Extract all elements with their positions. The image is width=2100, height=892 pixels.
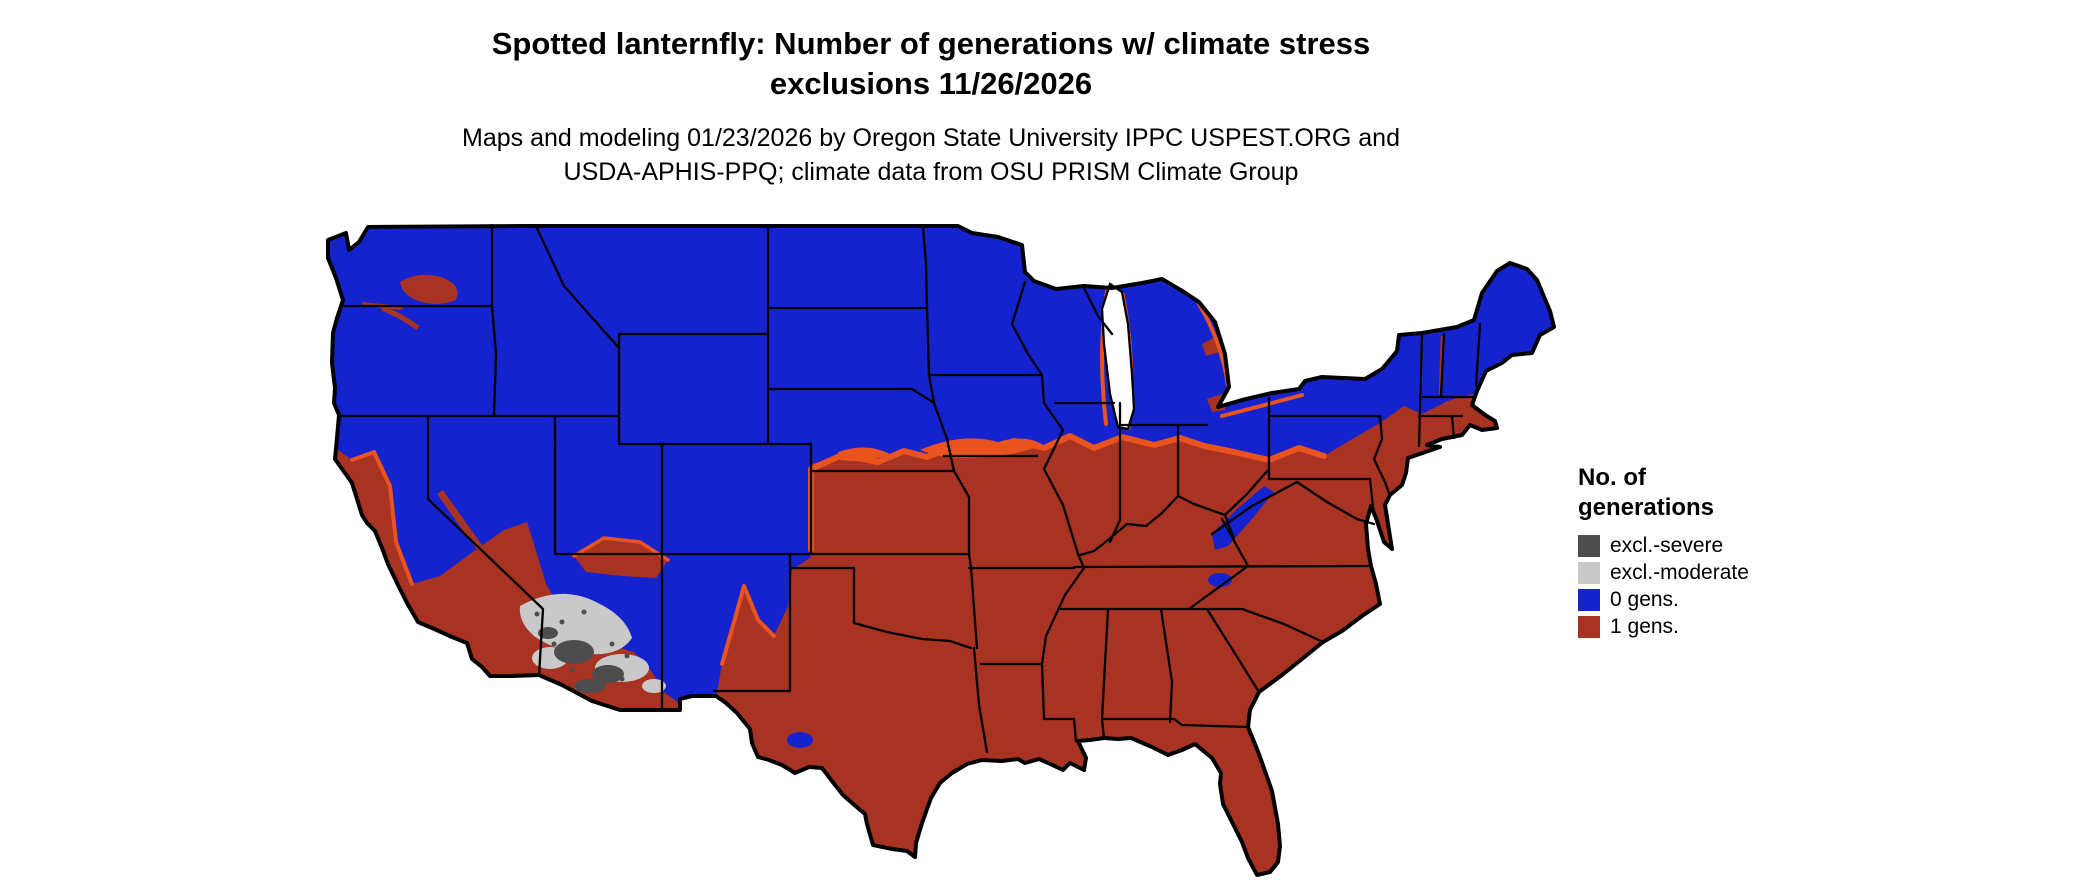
state-borders <box>337 224 1482 754</box>
legend-title-line1: No. of <box>1578 464 1646 491</box>
us-map <box>322 224 1557 886</box>
excl-severe-speckle <box>619 676 625 682</box>
fringe-new-mexico-tongue <box>720 584 776 666</box>
exclusion-severe-zone <box>534 609 630 693</box>
excl-severe-speckle <box>609 641 615 647</box>
figure-subtitle-line1: Maps and modeling 01/23/2026 by Oregon S… <box>462 124 1400 152</box>
excl-severe-speckle <box>581 609 587 615</box>
legend-swatch-0-gens <box>1578 589 1600 611</box>
excl-severe-speckle <box>551 641 557 647</box>
figure-title: Spotted lanternfly: Number of generation… <box>492 24 1371 104</box>
legend-item-1-gens: 1 gens. <box>1578 616 1749 638</box>
legend-swatch-excl-moderate <box>1578 562 1600 584</box>
legend-label-excl-severe: excl.-severe <box>1610 534 1724 557</box>
fringe-four-corners <box>572 536 670 562</box>
excl-severe-speckle <box>569 667 575 673</box>
legend-title: No. of generations <box>1578 463 1749 523</box>
figure-title-line2: exclusions 11/26/2026 <box>769 66 1093 101</box>
lake-michigan <box>1100 282 1136 431</box>
zone-1gens-columbia-basin <box>400 274 458 304</box>
excl-severe-speckle <box>559 619 565 625</box>
legend-item-excl-severe: excl.-severe <box>1578 535 1749 557</box>
figure-title-line1: Spotted lanternfly: Number of generation… <box>491 26 1371 61</box>
legend-item-excl-moderate: excl.-moderate <box>1578 562 1749 584</box>
legend-item-0-gens: 0 gens. <box>1578 589 1749 611</box>
smoky-mountains-blue <box>1208 573 1232 587</box>
excl-moderate-blob <box>642 679 666 693</box>
zone-1gens-southwest <box>328 444 716 784</box>
legend-label-1-gens: 1 gens. <box>1610 615 1679 638</box>
figure-subtitle-line2: USDA-APHIS-PPQ; climate data from OSU PR… <box>563 158 1299 186</box>
excl-severe-speckle <box>624 653 630 659</box>
fringe-erie-shore <box>1220 393 1304 418</box>
legend-swatch-1-gens <box>1578 616 1600 638</box>
excl-severe-blob <box>554 640 594 664</box>
connecticut-valley-streak <box>1438 335 1444 395</box>
excl-severe-blob <box>592 665 624 683</box>
davis-mountains-blue <box>787 732 813 748</box>
excl-severe-blob <box>574 679 606 693</box>
excl-moderate-blob <box>519 593 632 655</box>
exclusion-moderate-zone <box>519 593 666 693</box>
legend-swatch-excl-severe <box>1578 535 1600 557</box>
excl-severe-blob <box>538 627 558 639</box>
excl-severe-speckle <box>534 611 540 617</box>
columbia-river-streak <box>381 305 420 331</box>
zone-1gens-four-corners <box>574 538 668 578</box>
legend-title-line2: generations <box>1578 494 1715 521</box>
legend-label-0-gens: 0 gens. <box>1610 588 1679 611</box>
fringe-sierra-edge <box>350 450 414 586</box>
figure-subtitle: Maps and modeling 01/23/2026 by Oregon S… <box>462 121 1400 189</box>
us-map-svg <box>326 224 1556 877</box>
legend-label-excl-moderate: excl.-moderate <box>1610 561 1749 584</box>
map-legend: No. of generations excl.-severe excl.-mo… <box>1578 463 1749 643</box>
